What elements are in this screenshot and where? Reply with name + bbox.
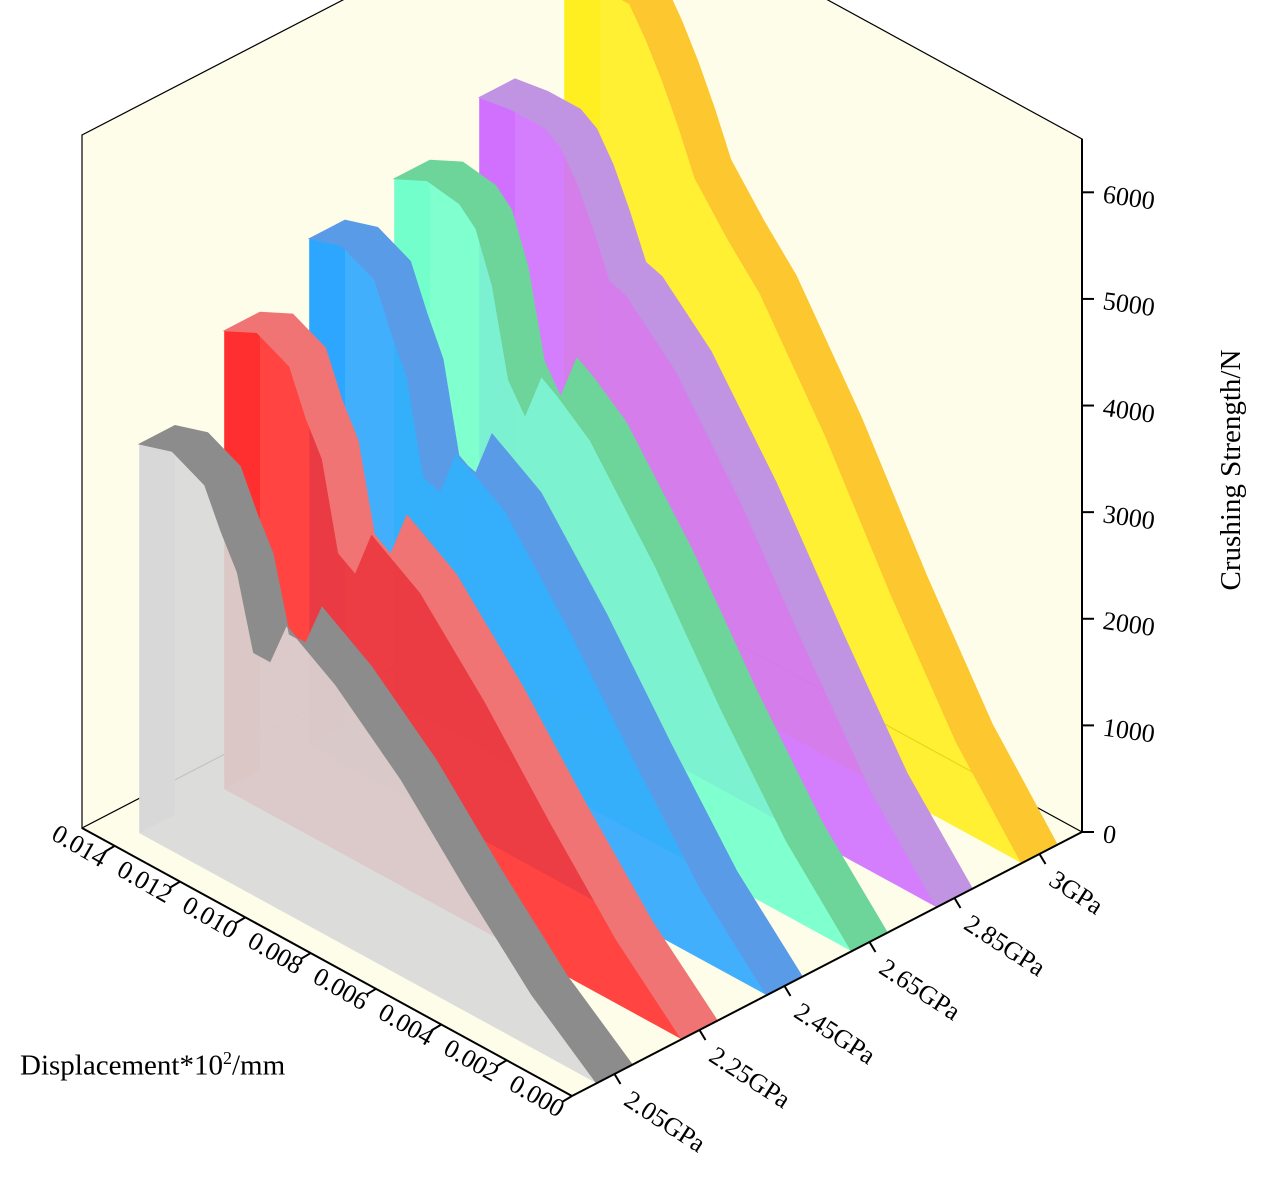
ribbon-top-surface <box>137 424 634 1084</box>
ribbon-top-surface <box>392 159 889 952</box>
category-tick <box>613 1073 622 1085</box>
y-axis-title: Crushing Strength/N <box>1215 350 1247 591</box>
x-axis-title-exponent: 2 <box>222 1048 232 1068</box>
category-tick <box>1038 853 1047 865</box>
x-tick <box>430 1023 442 1032</box>
y-axis: 0 1000 2000 3000 4000 5000 6000 <box>1082 180 1157 850</box>
series-ribbons <box>137 0 1058 1084</box>
x-tick <box>561 1095 573 1103</box>
series-ribbon <box>137 424 634 1084</box>
category-tick <box>868 941 877 953</box>
category-tick <box>698 1029 707 1041</box>
front-frame <box>81 139 1083 1097</box>
y-tick-label: 3000 <box>1101 499 1157 535</box>
y-tick-label: 2000 <box>1101 606 1157 642</box>
x-axis-title-unit: /mm <box>231 1049 286 1082</box>
y-tick-label: 1000 <box>1101 713 1157 749</box>
x-tick <box>496 1059 508 1068</box>
ribbon-top-surface <box>478 78 974 908</box>
x-tick <box>169 880 181 889</box>
ribbon-front-face <box>224 330 682 1040</box>
ribbon-front-face <box>139 444 597 1084</box>
ribbon-top-surface <box>222 311 719 1040</box>
category-label: 2.65GPa <box>874 953 966 1027</box>
x-tick <box>300 952 312 960</box>
x-axis-title: Displacement*102/mm <box>20 1048 285 1083</box>
category-label: 2.05GPa <box>619 1085 711 1159</box>
category-label: 2.25GPa <box>704 1041 796 1115</box>
category-tick <box>783 985 792 997</box>
category-label: 2.85GPa <box>959 909 1051 983</box>
ribbon-top-surface <box>307 219 804 996</box>
y-tick-label: 5000 <box>1101 286 1157 322</box>
y-tick-label: 4000 <box>1101 393 1157 429</box>
y-tick-label: 6000 <box>1101 180 1157 216</box>
x-axis-title-text: Displacement*10 <box>20 1049 223 1082</box>
x-tick <box>234 916 246 925</box>
x-tick <box>104 845 116 853</box>
y-tick-label: 0 <box>1101 819 1118 850</box>
category-tick <box>953 897 962 909</box>
x-axis-line <box>81 827 573 1097</box>
category-label: 3GPa <box>1044 865 1109 921</box>
x-tick <box>365 987 377 996</box>
category-label: 2.45GPa <box>789 997 881 1071</box>
category-axis-line <box>571 831 1083 1097</box>
ribbon-top-surface <box>621 0 1058 864</box>
